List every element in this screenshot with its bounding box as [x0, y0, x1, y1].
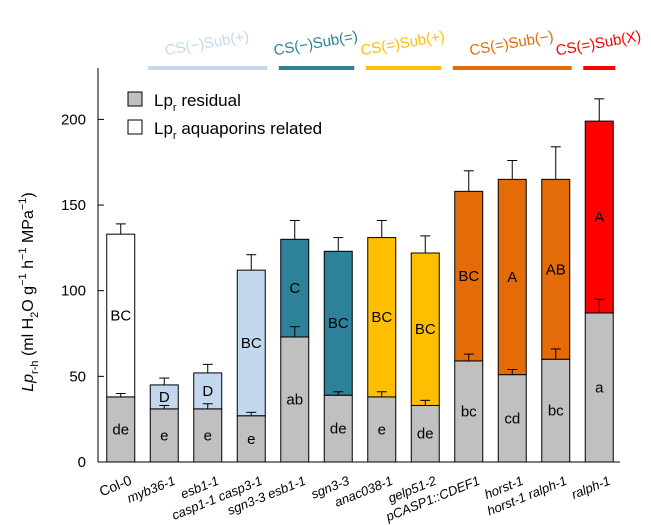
residual-letter: e [204, 427, 212, 444]
bar-aquaporin [323, 250, 353, 396]
group-label: CS(=)Sub(X) [555, 28, 643, 60]
bar-aquaporin [193, 372, 223, 410]
y-axis-label: Lpr-h (ml H2O g−1 h−1 MPa−1) [17, 192, 41, 391]
residual-letter: bc [548, 403, 564, 420]
y-tick-label: 0 [78, 454, 86, 471]
residual-letter: e [247, 431, 255, 448]
legend-label: Lpr residual [154, 91, 241, 114]
aquaporin-letter: BC [328, 315, 349, 332]
aquaporin-letter: D [159, 389, 170, 406]
residual-letter: de [417, 426, 434, 443]
aquaporin-letter: D [202, 383, 213, 400]
aquaporin-letter: C [289, 280, 300, 297]
aquaporin-letter: AB [546, 261, 566, 278]
bar-residual [497, 374, 527, 463]
y-tick-label: 150 [61, 197, 86, 214]
bar-residual [410, 404, 440, 463]
axes: 0 50 100 150 200 [61, 68, 620, 471]
aquaporin-letter: A [594, 209, 604, 226]
bar-residual [149, 408, 179, 463]
residual-letter: e [378, 421, 386, 438]
y-tick-label: 200 [61, 111, 86, 128]
svg-text:Lpr-h (ml H2O g−1 h−1 MPa−1): Lpr-h (ml H2O g−1 h−1 MPa−1) [17, 192, 41, 391]
aquaporin-letter: BC [110, 308, 131, 325]
group-label: CS(−)Sub(+) [164, 28, 251, 60]
legend: Lpr residual Lpr aquaporins related [127, 91, 322, 142]
residual-letter: de [330, 421, 347, 438]
x-tick-label: myb36-1 [125, 473, 178, 506]
group-label: CS(−)Sub(=) [272, 28, 359, 60]
bar-aquaporin [497, 178, 527, 376]
bar-residual [367, 396, 397, 463]
residual-letter: e [160, 427, 168, 444]
aquaporin-letter: BC [371, 309, 392, 326]
group-label: CS(=)Sub(+) [359, 28, 446, 60]
bar-residual [454, 360, 484, 463]
legend-swatch [127, 91, 143, 107]
y-tick-label: 50 [69, 368, 86, 385]
bar-aquaporin [584, 120, 614, 314]
bar-aquaporin [454, 190, 484, 362]
bar-aquaporin [106, 233, 136, 398]
residual-letter: de [112, 421, 129, 438]
residual-letter: a [595, 379, 604, 396]
bar-residual [323, 394, 353, 463]
aquaporin-letter: BC [458, 268, 479, 285]
bar-aquaporin [410, 252, 440, 406]
group-label: CS(=)Sub(−) [468, 28, 555, 60]
aquaporin-letter: BC [415, 321, 436, 338]
legend-swatch [127, 119, 143, 135]
legend-label: Lpr aquaporins related [154, 119, 322, 142]
bar-residual [236, 415, 266, 463]
bar-residual [280, 336, 310, 463]
bar-residual [541, 358, 571, 463]
bars: de BC e De De BC ab Cde BC e BC de BC bc BC cd Abc AB a A [106, 98, 614, 463]
x-tick-label: ralph-1 [569, 473, 612, 502]
aquaporin-letter: A [507, 269, 517, 286]
residual-letter: bc [461, 403, 477, 420]
aquaporin-letter: BC [241, 335, 262, 352]
residual-letter: cd [504, 410, 520, 427]
y-tick-label: 100 [61, 283, 86, 300]
residual-letter: ab [286, 391, 303, 408]
genotype-groups: CS(−)Sub(+) CS(−)Sub(=) CS(=)Sub(+) CS(=)Su… [148, 28, 643, 70]
